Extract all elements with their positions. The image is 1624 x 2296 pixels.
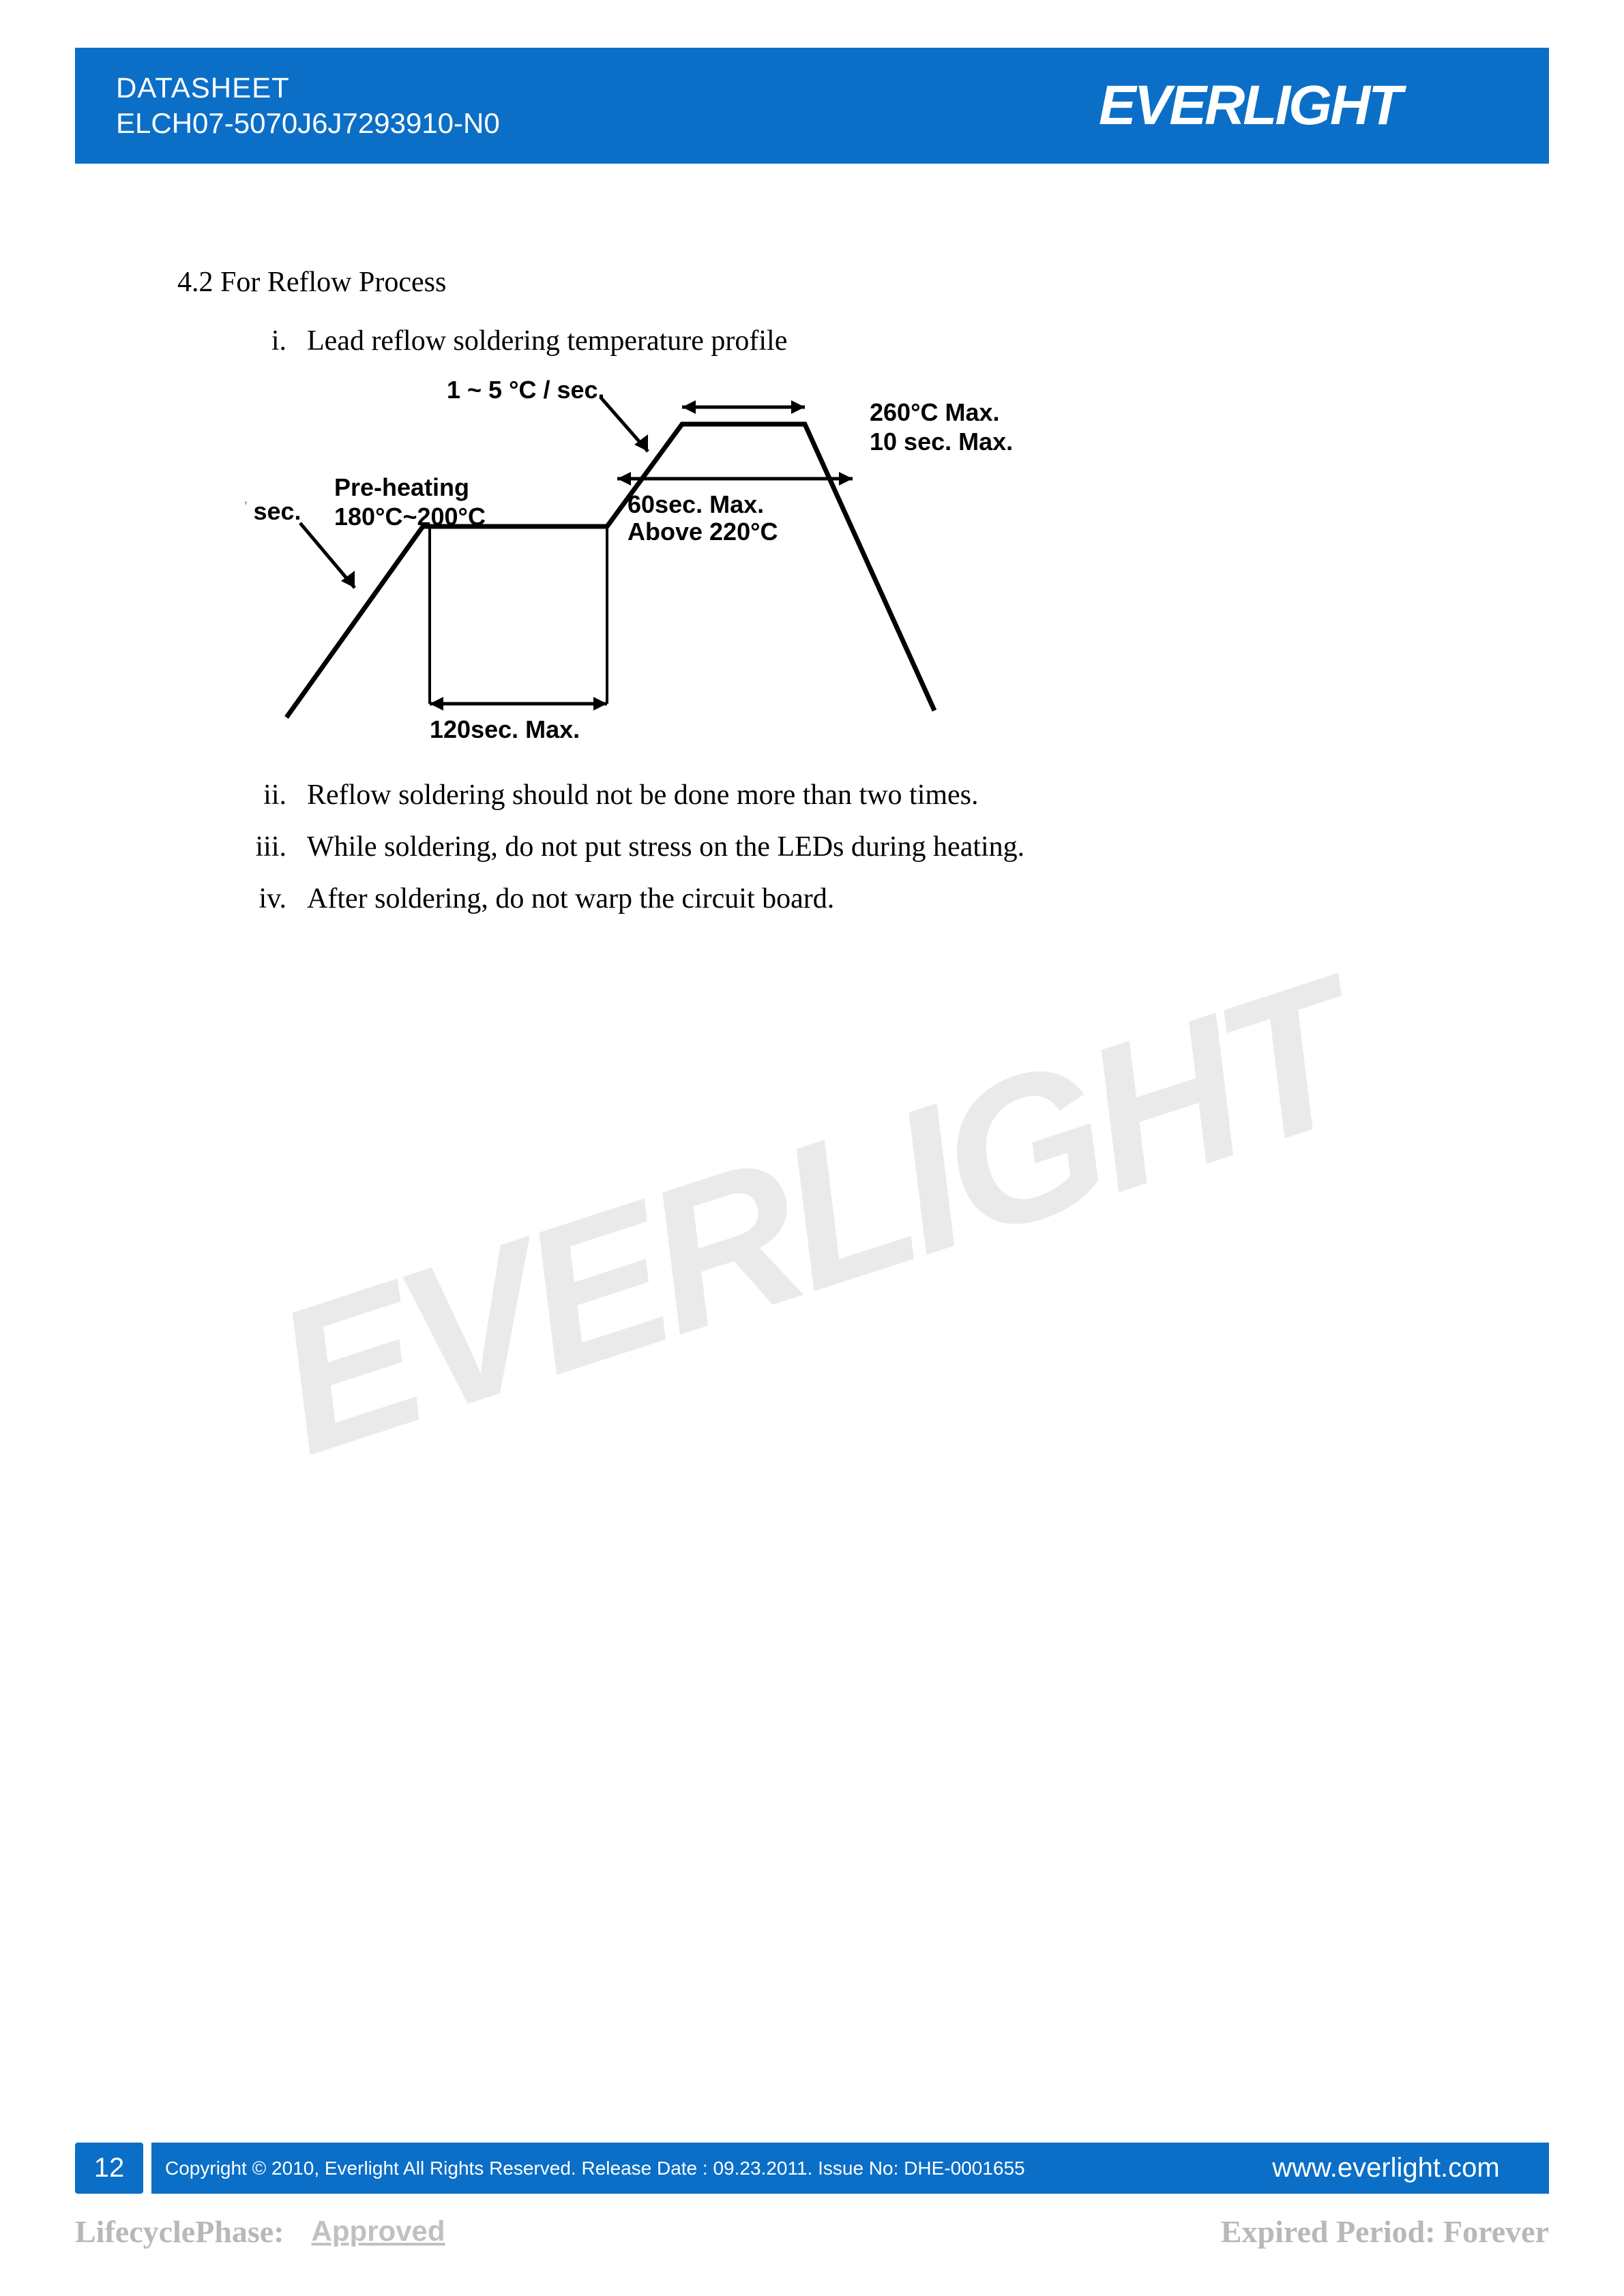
section-heading: 4.2 For Reflow Process: [177, 266, 1488, 299]
preheat-time-label: 120sec. Max.: [430, 715, 580, 743]
arrowhead-icon: [682, 400, 696, 414]
brand-logo-text: EVERLIGHT: [1099, 75, 1406, 136]
list-item: i. Lead reflow soldering temperature pro…: [246, 325, 1488, 357]
page-number-badge: 12: [75, 2143, 143, 2194]
reflow-profile-diagram: 1 ~ 5 °C / sec. 1 ~ 5 °C / sec. Pre-heat…: [246, 376, 1488, 745]
watermark-text: EVERLIGHT: [248, 934, 1376, 1501]
section-number: 4.2: [177, 267, 213, 298]
section-title-text: For Reflow Process: [220, 267, 446, 298]
peak-time-label: 10 sec. Max.: [870, 428, 1013, 456]
doc-type-label: DATASHEET: [116, 72, 500, 104]
content-area: 4.2 For Reflow Process i. Lead reflow so…: [164, 266, 1488, 934]
peak-ramp-label: 1 ~ 5 °C / sec.: [447, 376, 605, 404]
reflow-curve: [286, 424, 934, 717]
list-item-num: iii.: [246, 831, 307, 863]
list-item: iii. While soldering, do not put stress …: [246, 831, 1488, 863]
list-item-num: iv.: [246, 882, 307, 915]
page-footer: 12 Copyright © 2010, Everlight All Right…: [75, 2143, 1549, 2194]
list-item-num: i.: [246, 325, 307, 357]
peak-temp-label: 260°C Max.: [870, 398, 1000, 426]
preheat-label: Pre-heating: [334, 473, 469, 501]
page-header: DATASHEET ELCH07-5070J6J7293910-N0 EVERL…: [75, 48, 1549, 164]
list-item: ii. Reflow soldering should not be done …: [246, 779, 1488, 811]
ordered-list: i. Lead reflow soldering temperature pro…: [246, 325, 1488, 915]
arrowhead-icon: [593, 697, 607, 711]
expired-period-label: Expired Period: Forever: [1221, 2213, 1549, 2250]
copyright-text: Copyright © 2010, Everlight All Rights R…: [151, 2143, 1222, 2194]
arrowhead-icon: [791, 400, 805, 414]
lifecycle-label: LifecyclePhase:: [75, 2213, 284, 2250]
list-item-text: While soldering, do not put stress on th…: [307, 831, 1024, 863]
list-item-text: Lead reflow soldering temperature profil…: [307, 325, 787, 357]
ghost-footer-row: LifecyclePhase: Approved Expired Period:…: [75, 2207, 1549, 2255]
approved-stamp: Approved: [312, 2215, 445, 2248]
list-item-text: After soldering, do not warp the circuit…: [307, 882, 834, 915]
brand-logo: EVERLIGHT: [1099, 75, 1522, 136]
list-item: iv. After soldering, do not warp the cir…: [246, 882, 1488, 915]
arrowhead-icon: [617, 472, 631, 486]
list-item-text: Reflow soldering should not be done more…: [307, 779, 979, 811]
list-item-num: ii.: [246, 779, 307, 811]
arrowhead-icon: [430, 697, 443, 711]
above220-temp-label: Above 220°C: [628, 518, 778, 546]
part-number-label: ELCH07-5070J6J7293910-N0: [116, 107, 500, 140]
arrowhead-icon: [839, 472, 853, 486]
preheat-range-label: 180°C~200°C: [334, 503, 486, 531]
above220-time-label: 60sec. Max.: [628, 490, 764, 518]
header-text-block: DATASHEET ELCH07-5070J6J7293910-N0: [116, 72, 500, 140]
rampup-left-label: 1 ~ 5 °C / sec.: [246, 497, 301, 525]
footer-url: www.everlight.com: [1222, 2143, 1549, 2194]
ghost-left-block: LifecyclePhase: Approved: [75, 2213, 445, 2250]
